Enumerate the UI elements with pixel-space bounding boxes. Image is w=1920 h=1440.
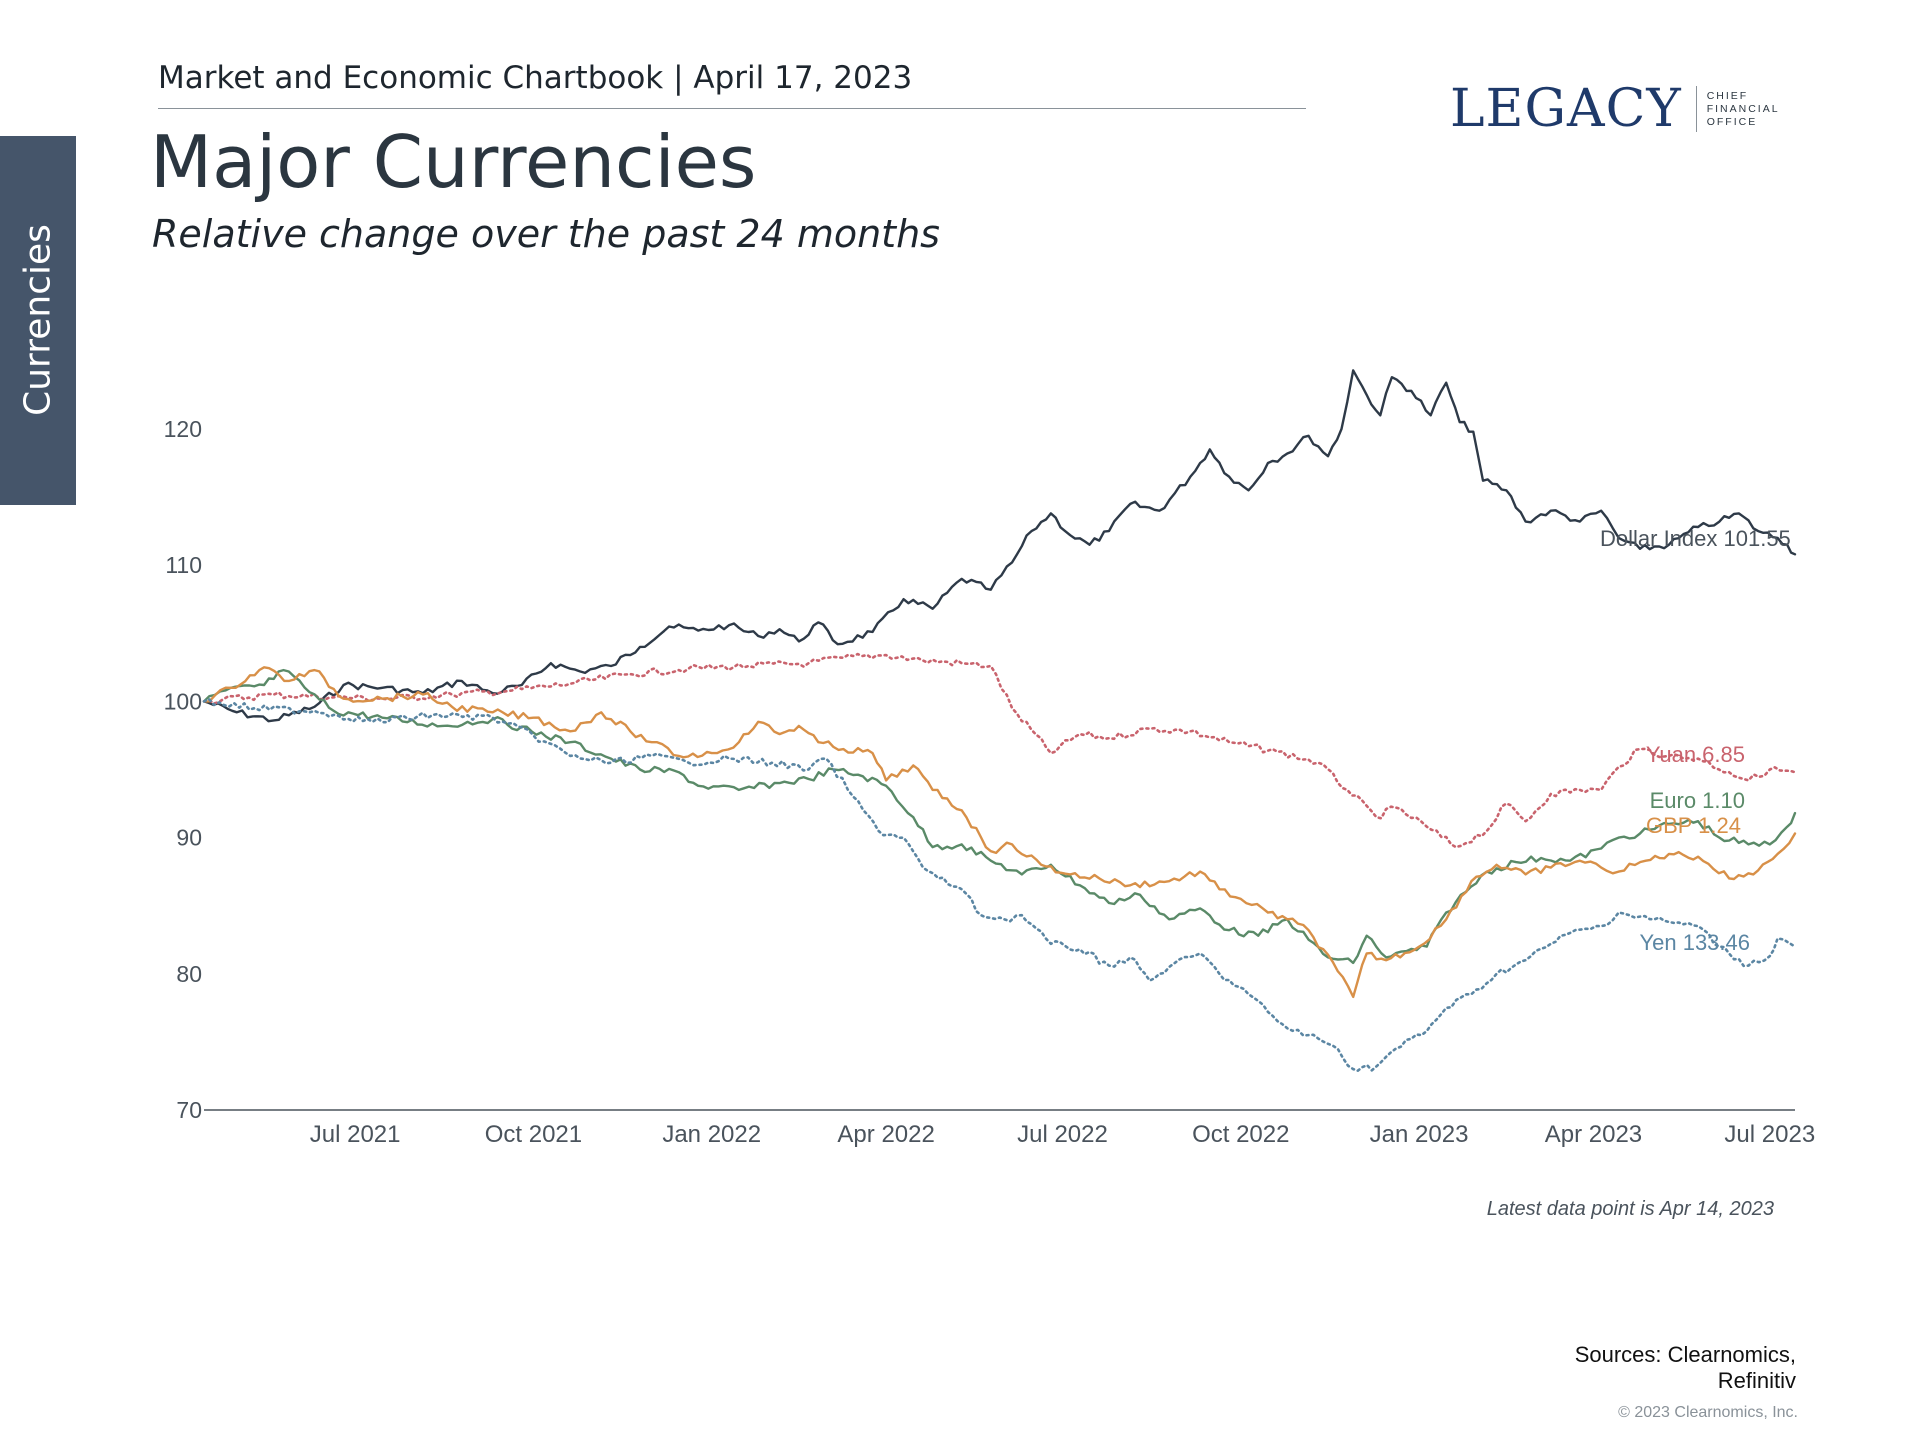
series-end-label: Dollar Index 101.55 (1600, 526, 1791, 551)
x-tick-label: Apr 2023 (1545, 1121, 1642, 1148)
legacy-logo: LEGACY CHIEF FINANCIAL OFFICE (1450, 79, 1780, 139)
x-tick-label: Jan 2022 (662, 1121, 761, 1148)
x-tick-label: Jul 2022 (1017, 1121, 1108, 1148)
y-tick-label: 110 (165, 552, 202, 578)
series-line-yen (202, 697, 1797, 1072)
y-tick-label: 90 (176, 825, 202, 851)
logo-divider (1695, 86, 1697, 132)
x-tick-label: Jul 2023 (1724, 1121, 1815, 1148)
page-title: Major Currencies (150, 120, 757, 204)
page-subtitle: Relative change over the past 24 months (152, 212, 940, 256)
chartbook-title: Market and Economic Chartbook | April 17… (158, 60, 913, 96)
x-tick-label: Jul 2021 (310, 1121, 401, 1148)
x-tick-label: Oct 2022 (1192, 1121, 1289, 1148)
logo-sub-line: CHIEF (1706, 89, 1749, 102)
series-line-gbp (202, 666, 1797, 999)
y-tick-label: 80 (176, 961, 202, 987)
latest-data-note: Latest data point is Apr 14, 2023 (1486, 1198, 1774, 1220)
header-rule (158, 108, 1306, 109)
series-end-label: Yen 133.46 (1639, 930, 1750, 955)
copyright: © 2023 Clearnomics, Inc. (1618, 1404, 1798, 1421)
logo-sub-line: OFFICE (1706, 115, 1758, 128)
x-tick-label: Apr 2022 (837, 1121, 934, 1148)
y-tick-label: 100 (164, 688, 202, 714)
series-end-label: Euro 1.10 (1650, 788, 1745, 813)
sources-note: Sources: Clearnomics, Refinitiv (1536, 1342, 1796, 1394)
x-tick-label: Oct 2021 (485, 1121, 582, 1148)
logo-subtext: CHIEF FINANCIAL OFFICE (1707, 90, 1780, 129)
sources-line: Refinitiv (1717, 1368, 1796, 1393)
y-tick-label: 120 (164, 416, 202, 442)
y-tick-label: 70 (176, 1097, 202, 1123)
series-line-euro (202, 668, 1797, 965)
sources-line: Sources: Clearnomics, (1574, 1342, 1796, 1367)
x-tick-label: Jan 2023 (1370, 1121, 1469, 1148)
logo-sub-line: FINANCIAL (1706, 102, 1780, 115)
series-end-label: Yuan 6.85 (1646, 742, 1745, 767)
logo-wordmark: LEGACY (1450, 79, 1682, 139)
series-line-dollar-index (202, 369, 1797, 723)
series-end-label: GBP 1.24 (1646, 813, 1741, 838)
series-line-yuan (202, 652, 1797, 849)
section-side-tab (0, 136, 76, 505)
